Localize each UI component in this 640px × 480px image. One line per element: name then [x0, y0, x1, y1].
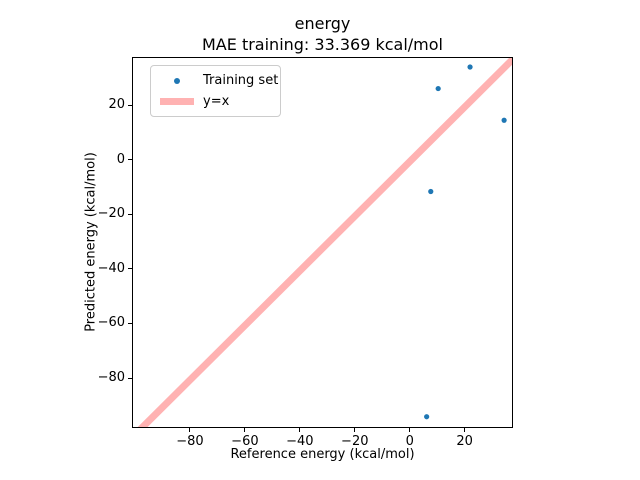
plot-area: Training set y=x: [132, 57, 513, 428]
y-axis-label: Predicted energy (kcal/mol): [83, 152, 99, 332]
y-tick-mark: [128, 104, 132, 106]
x-tick-label: −40: [286, 434, 314, 449]
y-tick-mark: [128, 377, 132, 379]
y-tick-mark: [128, 268, 132, 270]
x-axis-label: Reference energy (kcal/mol): [230, 447, 415, 462]
data-point: [435, 85, 441, 92]
x-tick-label: −80: [176, 434, 204, 449]
legend-item-training-set: Training set: [159, 70, 278, 91]
line-swatch-icon: [160, 98, 194, 105]
x-tick-label: −60: [231, 434, 259, 449]
y-tick-label: −40: [97, 260, 125, 276]
legend-item-yx: y=x: [159, 91, 270, 112]
scatter-marker-icon: [174, 77, 180, 84]
x-tick-label: 0: [405, 434, 414, 449]
x-tick-label: 20: [456, 434, 473, 449]
y-tick-label: 20: [108, 97, 125, 113]
data-point: [424, 414, 430, 420]
y-tick-mark: [128, 159, 132, 161]
y-tick-mark: [128, 322, 132, 324]
legend: Training set y=x: [150, 65, 281, 117]
y-tick-label: −60: [97, 315, 125, 331]
x-tick-mark: [189, 428, 191, 432]
legend-swatch-wrap: [159, 98, 195, 105]
chart-title: energy: [294, 14, 351, 33]
identity-line: [137, 58, 512, 427]
x-tick-mark: [299, 428, 301, 432]
x-tick-label: −20: [341, 434, 369, 449]
x-tick-mark: [354, 428, 356, 432]
data-point: [467, 64, 473, 70]
x-tick-mark: [464, 428, 466, 432]
x-tick-mark: [409, 428, 411, 432]
y-tick-label: 0: [116, 151, 125, 167]
y-tick-label: −20: [97, 206, 125, 222]
legend-label-training-set: Training set: [203, 73, 279, 88]
x-tick-mark: [244, 428, 246, 432]
y-tick-label: −80: [97, 370, 125, 386]
chart-subtitle: MAE training: 33.369 kcal/mol: [202, 35, 443, 54]
data-point: [501, 117, 507, 123]
legend-swatch-wrap: [159, 77, 195, 84]
plot-canvas: [137, 58, 512, 427]
y-tick-mark: [128, 213, 132, 215]
legend-label-yx: y=x: [203, 94, 230, 109]
title-block: energy MAE training: 33.369 kcal/mol: [132, 13, 513, 55]
data-point: [428, 188, 434, 195]
